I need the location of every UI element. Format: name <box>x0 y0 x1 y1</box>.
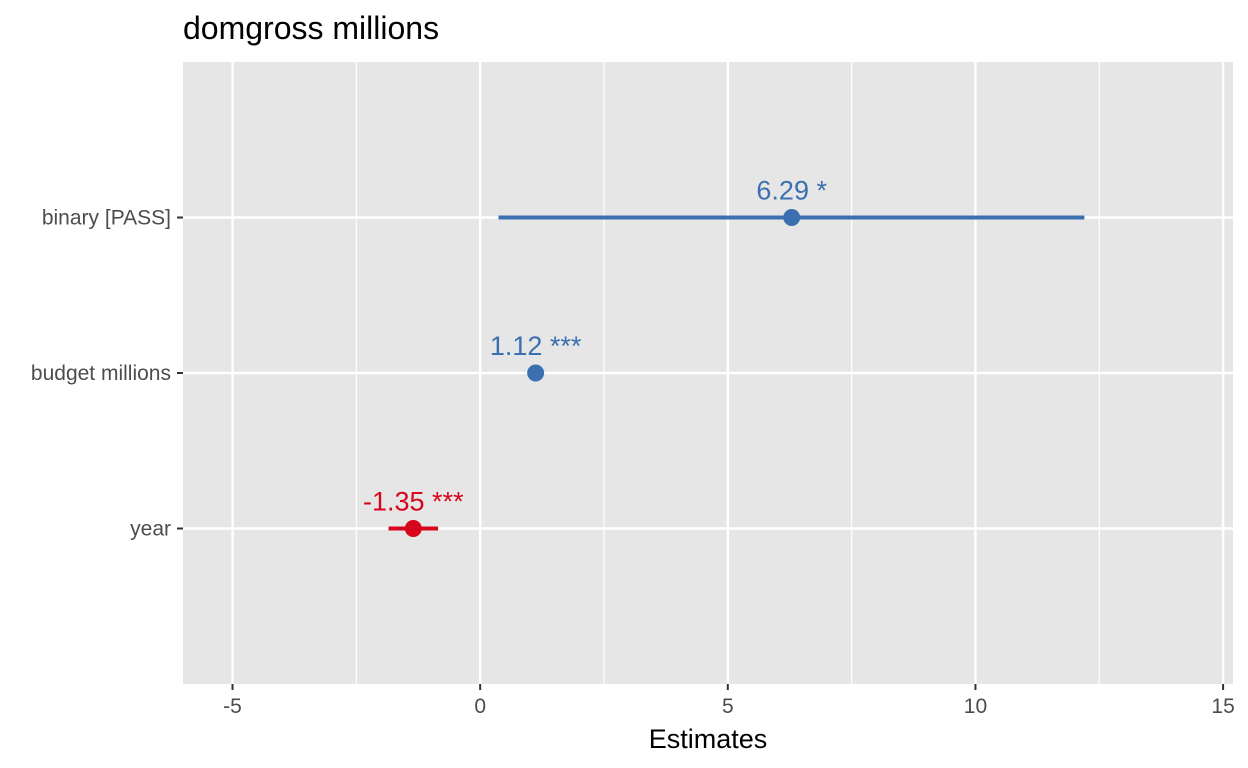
chart-title: domgross millions <box>183 10 440 46</box>
estimate-point <box>404 520 422 537</box>
y-tick-label: binary [PASS] <box>42 207 171 230</box>
estimate-label: 6.29 * <box>756 176 827 206</box>
estimate-point <box>527 364 545 382</box>
x-tick-label: -5 <box>223 695 242 718</box>
x-axis: -5 0 5 10 15 <box>223 684 1235 718</box>
x-tick-label: 5 <box>722 695 734 718</box>
estimate-marks: 6.29 * 1.12 *** -1.35 *** <box>363 176 1085 537</box>
x-axis-label: Estimates <box>649 724 768 754</box>
y-tick-label: year <box>130 518 171 541</box>
major-gridlines <box>183 62 1233 684</box>
y-tick-label: budget millions <box>31 362 171 385</box>
x-tick-label: 0 <box>474 695 486 718</box>
x-tick-label: 15 <box>1211 695 1234 718</box>
y-axis: binary [PASS] budget millions year <box>31 207 183 541</box>
estimate-label: 1.12 *** <box>490 331 582 361</box>
estimate-label: -1.35 *** <box>363 487 464 517</box>
x-tick-label: 10 <box>964 695 987 718</box>
estimate-point <box>783 209 801 226</box>
